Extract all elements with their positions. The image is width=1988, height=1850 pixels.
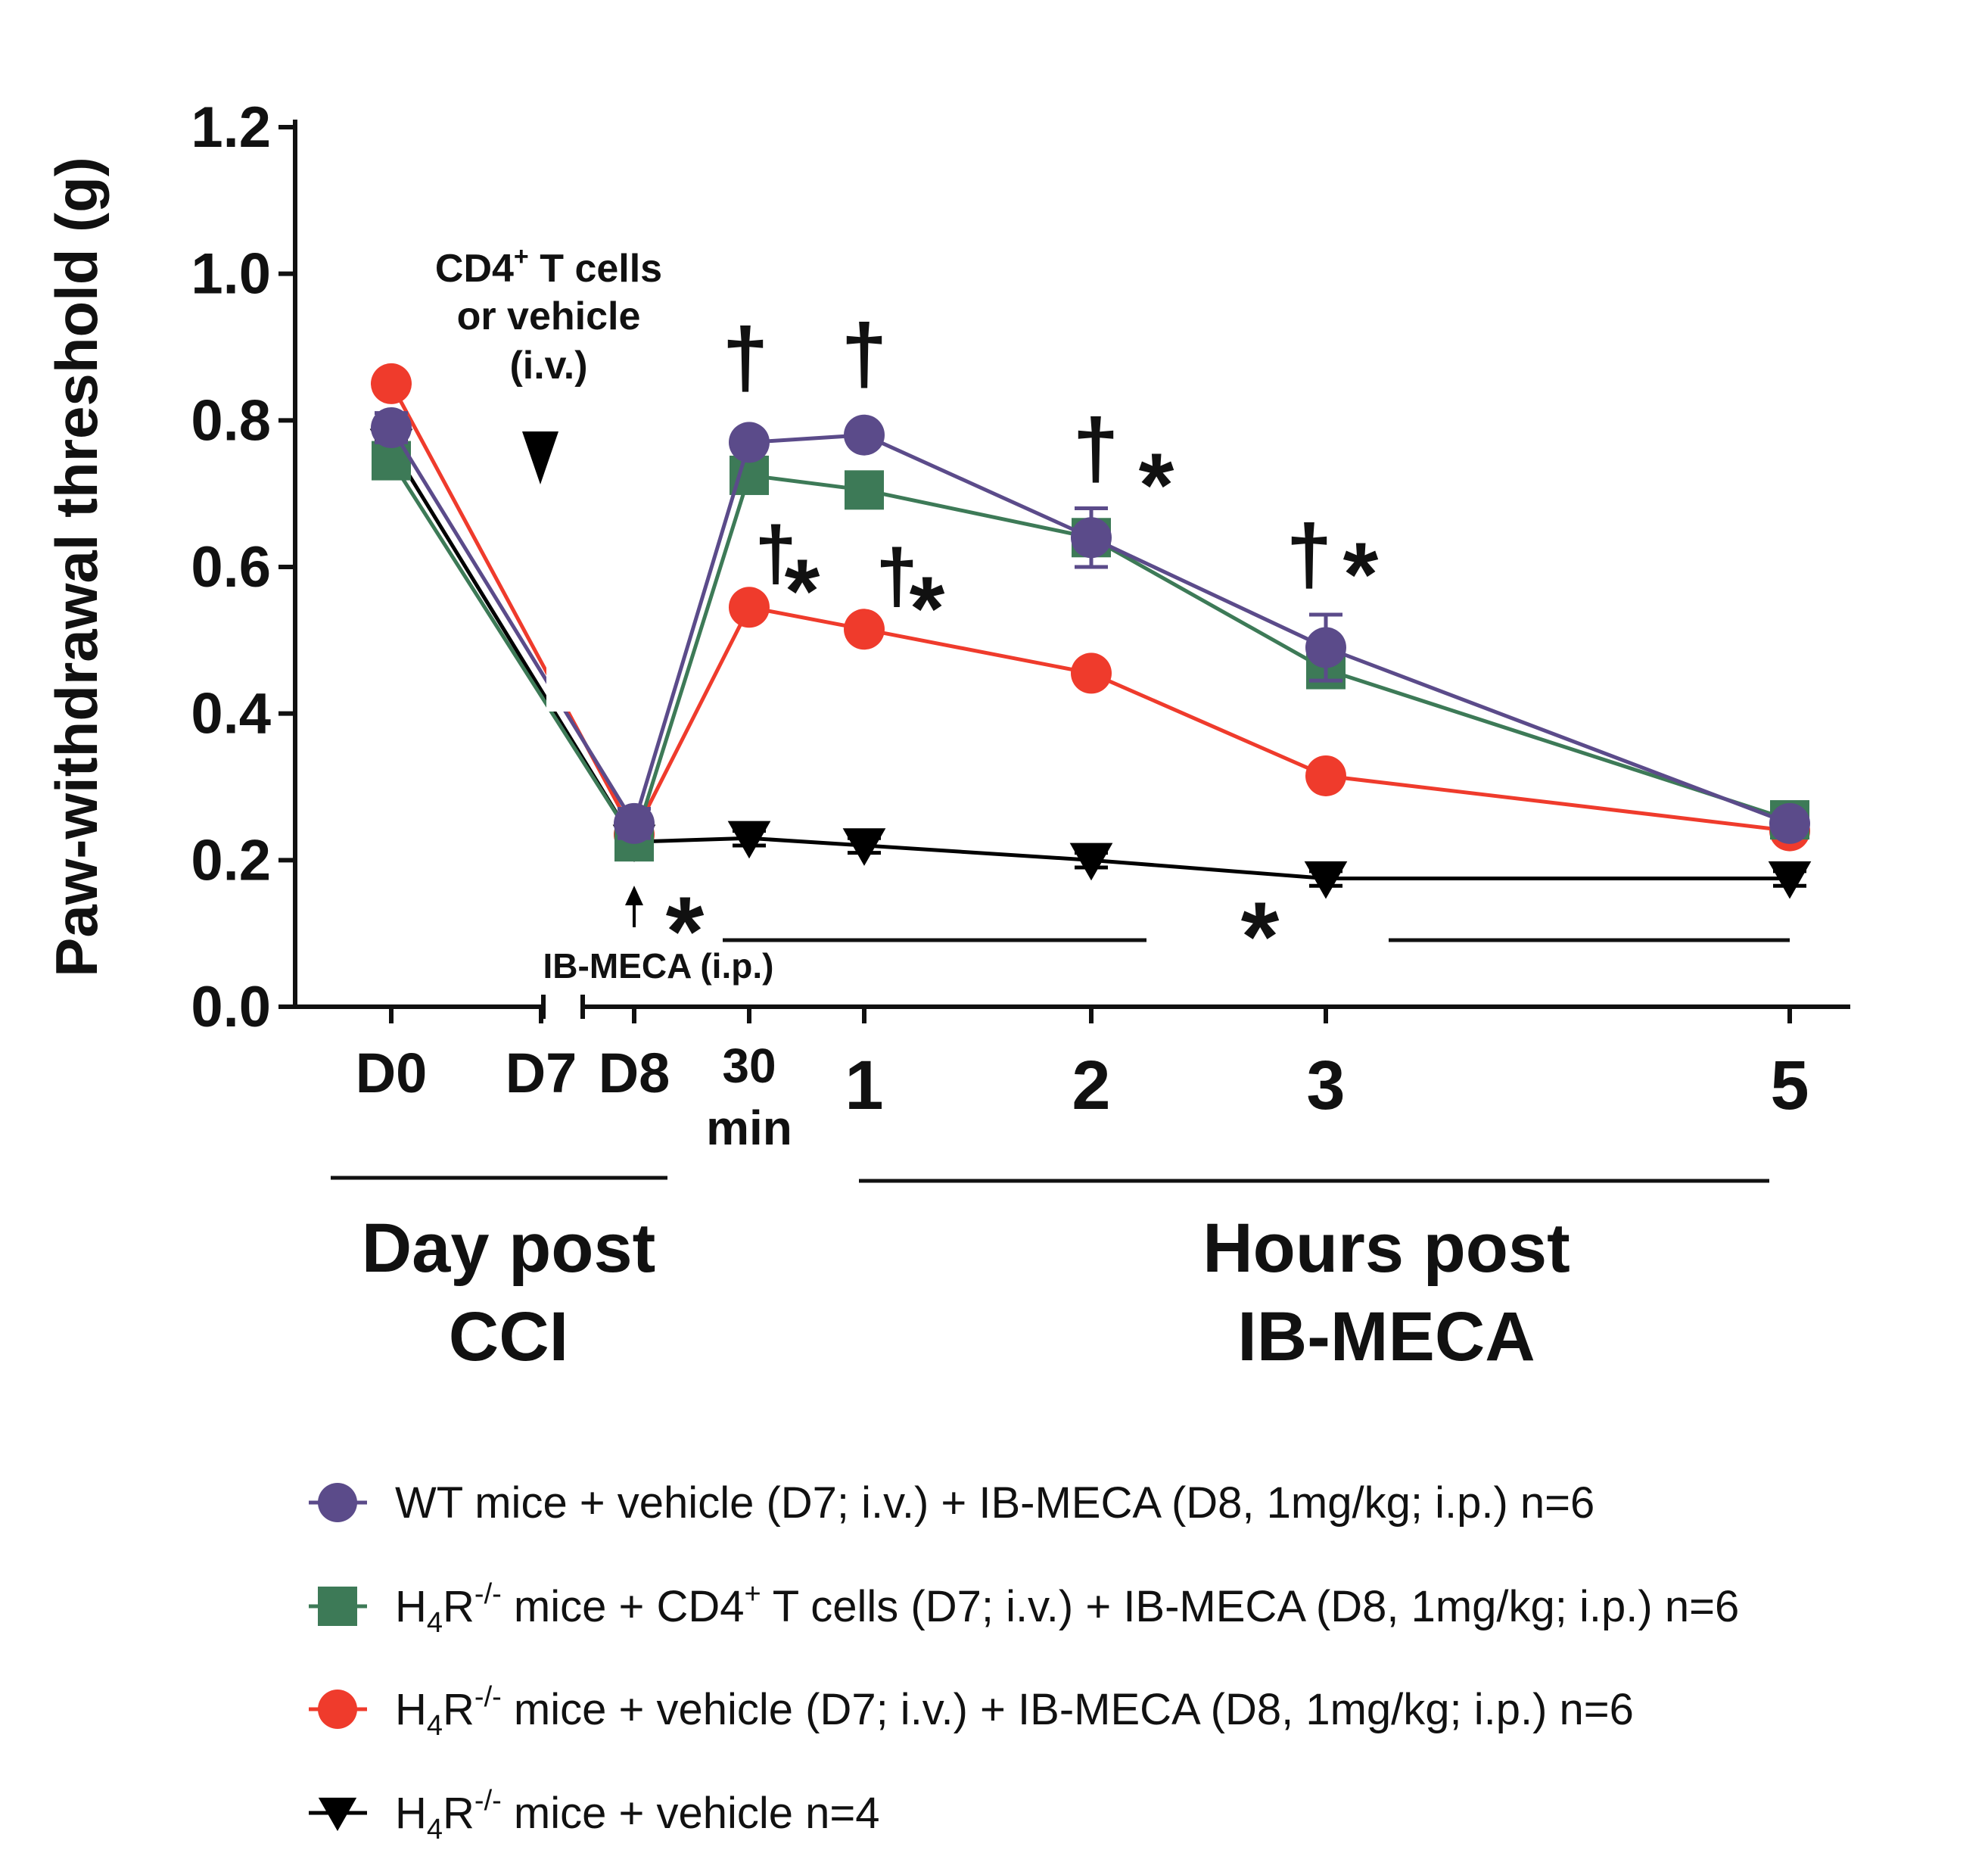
data-point: [614, 802, 655, 844]
data-point: [844, 609, 885, 650]
legend-item: H4R-/- mice + vehicle n=4: [309, 1785, 880, 1845]
legend-label: H4R-/- mice + CD4+ T cells (D7; i.v.) + …: [395, 1578, 1739, 1639]
x-tick-label: 2: [1072, 1047, 1110, 1124]
group-label: Day post: [362, 1210, 656, 1287]
group-label: IB-MECA: [1237, 1298, 1535, 1375]
data-point: [1069, 842, 1113, 881]
y-tick-label: 1.2: [191, 95, 271, 160]
legend-item: WT mice + vehicle (D7; i.v.) + IB-MECA (…: [309, 1478, 1594, 1528]
significance-dagger: †: [841, 307, 887, 400]
data-point: [727, 821, 771, 859]
x-tick-label: min: [706, 1101, 792, 1155]
y-tick-label: 0.0: [191, 975, 271, 1039]
x-tick-label: 1: [845, 1047, 883, 1124]
legend-marker: [318, 1797, 357, 1831]
legend-label: WT mice + vehicle (D7; i.v.) + IB-MECA (…: [395, 1478, 1594, 1528]
y-axis-label: Paw-withdrawal threshold (g): [43, 157, 110, 976]
data-point: [842, 828, 886, 866]
significance-dagger: †: [1072, 402, 1118, 495]
cd4-text: CD4: [435, 247, 514, 291]
group-label: Hours post: [1202, 1210, 1570, 1287]
legend-sup: -/-: [474, 1578, 502, 1610]
significance-star: *: [785, 540, 820, 642]
legend-text-part: mice + vehicle (D7; i.v.) + IB-MECA (D8,…: [502, 1685, 1634, 1734]
legend-text-part: mice + vehicle n=4: [502, 1789, 880, 1838]
legend-text-part: H: [395, 1789, 427, 1838]
y-tick-label: 0.2: [191, 828, 271, 892]
x-tick-label: 5: [1770, 1047, 1809, 1124]
legend: WT mice + vehicle (D7; i.v.) + IB-MECA (…: [309, 1478, 1739, 1845]
x-tick-label: 30: [722, 1039, 776, 1093]
y-tick-label: 0.6: [191, 535, 271, 600]
legend-label: H4R-/- mice + vehicle n=4: [395, 1785, 880, 1845]
series-0: [371, 407, 1810, 844]
data-point: [729, 587, 770, 628]
x-tick-label: D7: [506, 1042, 577, 1104]
data-point: [1071, 652, 1112, 694]
cd4-annotation: (i.v.): [509, 344, 587, 388]
ibmeca-annotation: IB-MECA (i.p.): [543, 946, 774, 986]
legend-text-part: WT mice + vehicle (D7; i.v.) + IB-MECA (…: [395, 1478, 1594, 1528]
significance-dagger: †: [876, 534, 918, 618]
data-point: [1305, 627, 1346, 668]
legend-item: H4R-/- mice + CD4+ T cells (D7; i.v.) + …: [309, 1578, 1739, 1639]
cd4-annotation: or vehicle: [457, 294, 641, 338]
data-point: [1305, 755, 1346, 796]
axis-break-gap: [546, 659, 580, 712]
significance-dagger: †: [1286, 508, 1332, 601]
legend-item: H4R-/- mice + vehicle (D7; i.v.) + IB-ME…: [309, 1681, 1634, 1742]
data-series: [369, 363, 1812, 899]
legend-text-part: R: [443, 1789, 474, 1838]
data-point: [1769, 802, 1810, 844]
legend-text-part: T cells (D7; i.v.) + IB-MECA (D8, 1mg/kg…: [761, 1582, 1740, 1631]
data-point: [1071, 517, 1112, 559]
legend-text-part: H: [395, 1582, 427, 1631]
data-point: [729, 422, 770, 463]
legend-text-part: H: [395, 1685, 427, 1734]
x-tick-label: D0: [356, 1042, 428, 1104]
axes: 0.0 0.2 0.4 0.6 0.8 1.0 1.2 Paw-withdrawal thre…: [43, 95, 1850, 1375]
significance-star: *: [1139, 434, 1174, 536]
y-tick-label: 0.8: [191, 388, 271, 453]
x-tick-label: D8: [599, 1042, 670, 1104]
x-tick-label: 3: [1306, 1047, 1345, 1124]
significance-star: *: [666, 876, 705, 986]
legend-text-part: mice + CD4: [502, 1582, 745, 1631]
legend-text-part: R: [443, 1582, 474, 1631]
series-1: [372, 441, 1809, 862]
legend-sub: 4: [427, 1710, 443, 1742]
injection-arrow-icon: [522, 431, 558, 484]
data-point: [371, 363, 412, 404]
significance-star: *: [1241, 881, 1280, 992]
data-point: [844, 414, 885, 456]
legend-sup: -/-: [474, 1681, 502, 1713]
y-tick-label: 1.0: [191, 242, 271, 307]
cd4-text: T cells: [529, 247, 662, 291]
data-point: [371, 407, 412, 449]
legend-sup: -/-: [474, 1785, 502, 1817]
legend-sup: +: [745, 1578, 761, 1610]
significance-dagger: †: [754, 511, 797, 596]
cd4-sup: +: [514, 242, 529, 271]
significance-star: *: [1343, 524, 1379, 625]
legend-marker: [318, 1587, 357, 1626]
data-point: [845, 470, 884, 510]
group-label: CCI: [449, 1298, 568, 1375]
data-point: [1304, 861, 1348, 899]
significance-dagger: †: [722, 311, 768, 404]
y-tick-label: 0.4: [191, 682, 271, 746]
legend-marker: [318, 1690, 357, 1729]
data-point: [1768, 861, 1812, 899]
legend-text-part: R: [443, 1685, 474, 1734]
legend-label: H4R-/- mice + vehicle (D7; i.v.) + IB-ME…: [395, 1681, 1634, 1742]
injection-arrow-icon: [625, 886, 643, 905]
legend-marker: [318, 1483, 357, 1522]
legend-sub: 4: [427, 1814, 443, 1845]
cd4-annotation: CD4+ T cells: [435, 242, 662, 291]
legend-sub: 4: [427, 1607, 443, 1639]
